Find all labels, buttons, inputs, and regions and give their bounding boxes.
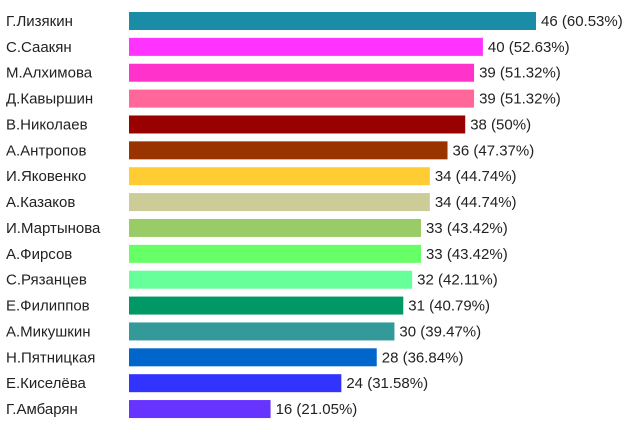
value-label: 31 (40.79%) <box>408 298 490 315</box>
bar <box>129 63 475 82</box>
category-label: И.Яковенко <box>6 168 86 185</box>
category-label: Г.Амбарян <box>6 401 78 418</box>
bar <box>129 115 466 134</box>
category-label: А.Микушкин <box>6 323 91 340</box>
value-label: 34 (44.74%) <box>435 168 517 185</box>
category-label: И.Мартынова <box>6 220 101 237</box>
bar <box>129 296 404 315</box>
value-label: 36 (47.37%) <box>453 142 535 159</box>
value-label: 39 (51.32%) <box>479 91 561 108</box>
value-label: 33 (43.42%) <box>426 220 508 237</box>
value-label: 38 (50%) <box>470 116 531 133</box>
value-label: 30 (39.47%) <box>399 323 481 340</box>
category-label: Н.Пятницкая <box>6 349 95 366</box>
bar <box>129 37 483 56</box>
category-label: С.Рязанцев <box>6 272 87 289</box>
bar <box>129 244 421 263</box>
value-label: 34 (44.74%) <box>435 194 517 211</box>
value-label: 32 (42.11%) <box>417 272 498 289</box>
value-label: 39 (51.32%) <box>479 65 561 82</box>
bar <box>129 322 395 341</box>
bar <box>129 374 342 393</box>
category-label: А.Казаков <box>6 194 75 211</box>
category-label: Е.Филиппов <box>6 298 90 315</box>
value-label: 40 (52.63%) <box>488 39 570 56</box>
value-label: 16 (21.05%) <box>276 401 358 418</box>
value-label: 46 (60.53%) <box>541 13 623 30</box>
bar <box>129 141 448 160</box>
value-label: 33 (43.42%) <box>426 246 508 263</box>
category-label: С.Саакян <box>6 39 72 56</box>
bar <box>129 167 430 186</box>
category-label: В.Николаев <box>6 116 88 133</box>
bar <box>129 270 413 289</box>
bar <box>129 348 377 367</box>
value-label: 24 (31.58%) <box>346 375 428 392</box>
category-label: Г.Лизякин <box>6 13 73 30</box>
value-label: 28 (36.84%) <box>382 349 464 366</box>
bar <box>129 12 536 30</box>
category-label: А.Антропов <box>6 142 86 159</box>
category-label: А.Фирсов <box>6 246 72 263</box>
bar <box>129 89 475 108</box>
bar <box>129 193 430 212</box>
category-label: Е.Киселёва <box>6 375 87 392</box>
category-label: Д.Кавыршин <box>6 91 93 108</box>
bar <box>129 218 421 237</box>
bar <box>129 400 271 419</box>
category-label: М.Алхимова <box>6 65 93 82</box>
